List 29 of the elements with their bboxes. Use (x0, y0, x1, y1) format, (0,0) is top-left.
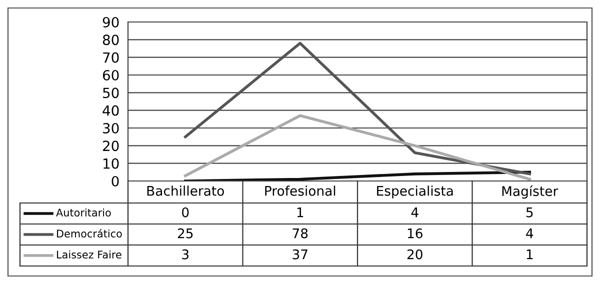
x-tick-label: Bachillerato (147, 186, 224, 196)
data-label: 37 (292, 249, 308, 260)
legend-label: Laissez Faire (57, 250, 122, 259)
data-label: 16 (408, 228, 422, 238)
y-tick-label: 0 (112, 176, 119, 186)
data-label: 3 (182, 249, 189, 260)
x-tick-label: Profesional (265, 186, 336, 196)
y-tick-label: 20 (103, 140, 119, 152)
data-label: 5 (526, 208, 533, 218)
y-tick-label: 10 (104, 158, 119, 169)
legend-label: Democrático (57, 229, 122, 238)
x-tick-label: Especialista (377, 186, 453, 198)
y-tick-label: 60 (102, 70, 119, 80)
data-label: 1 (297, 208, 304, 218)
y-tick-label: 80 (102, 34, 119, 46)
x-tick-label: Magíster (502, 185, 558, 199)
data-label: 4 (526, 228, 534, 238)
y-tick-label: 90 (102, 16, 119, 28)
legend-label: Autoritario (56, 208, 111, 217)
data-label: 4 (411, 208, 418, 218)
data-label: 25 (178, 228, 193, 238)
data-label: 20 (407, 249, 422, 260)
data-label: 1 (526, 250, 533, 260)
data-label: 0 (182, 207, 189, 218)
y-tick-label: 40 (102, 105, 119, 116)
y-tick-label: 50 (103, 88, 119, 98)
y-tick-label: 70 (103, 52, 119, 63)
data-label: 78 (292, 228, 308, 238)
y-tick-label: 30 (103, 122, 119, 134)
